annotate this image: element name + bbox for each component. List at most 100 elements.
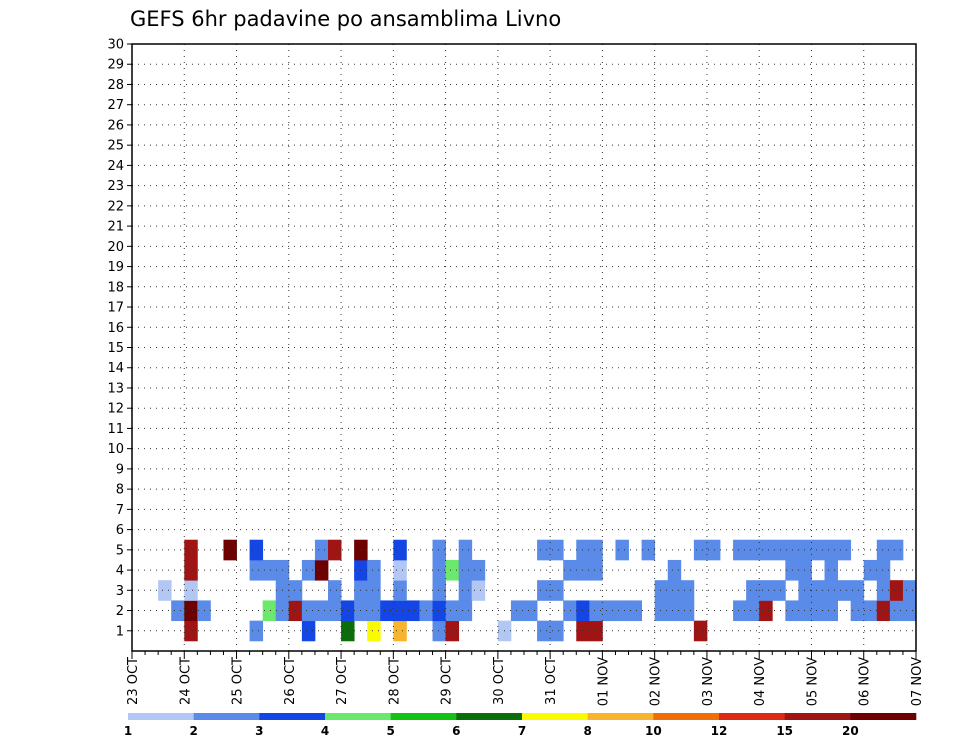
- x-tick-label: 03 NOV: [701, 657, 716, 706]
- y-tick-label: 26: [107, 118, 124, 133]
- precip-cell: [824, 539, 838, 561]
- precip-cell: [510, 600, 525, 622]
- precip-cell: [563, 600, 577, 622]
- precip-cell: [184, 559, 198, 581]
- precip-cell: [667, 600, 682, 622]
- precip-cell: [445, 620, 460, 642]
- precip-cell: [223, 539, 237, 561]
- precip-cell: [811, 539, 825, 561]
- y-tick-label: 16: [107, 321, 124, 336]
- precip-cell: [393, 580, 407, 601]
- x-tick-label: 31 OCT: [544, 657, 559, 705]
- precip-cell: [288, 600, 303, 622]
- y-tick-label: 17: [107, 301, 124, 316]
- precip-cell: [693, 620, 708, 642]
- colorbar-label: 15: [776, 724, 793, 738]
- precip-cell: [667, 580, 682, 601]
- colorbar-label: 7: [518, 724, 526, 738]
- precip-cell: [328, 539, 342, 561]
- colorbar-swatch: [850, 713, 917, 720]
- precip-cell: [367, 600, 381, 622]
- y-tick-label: 5: [116, 543, 124, 558]
- precip-cell: [824, 559, 838, 581]
- x-tick-label: 29 OCT: [440, 657, 455, 705]
- colorbar-swatch: [653, 713, 720, 720]
- precip-cell: [576, 539, 590, 561]
- y-tick-label: 28: [107, 78, 124, 93]
- precip-cell: [432, 580, 446, 601]
- precip-cell: [876, 559, 891, 581]
- precip-cell: [654, 580, 669, 601]
- precip-cell: [811, 580, 825, 601]
- precip-cell: [589, 600, 603, 622]
- precip-cell: [602, 600, 616, 622]
- precip-cell: [537, 539, 551, 561]
- chart-title: GEFS 6hr padavine po ansamblima Livno: [130, 7, 561, 31]
- precip-cell: [759, 539, 773, 561]
- precip-cell: [367, 559, 381, 581]
- precip-cell: [889, 600, 904, 622]
- precip-cell: [667, 559, 682, 581]
- precip-cell: [811, 600, 825, 622]
- precip-cell: [537, 620, 551, 642]
- colorbar-swatch: [719, 713, 785, 720]
- precip-cell: [876, 580, 891, 601]
- precip-cell: [680, 580, 695, 601]
- precip-cell: [432, 539, 446, 561]
- precip-cell: [406, 600, 420, 622]
- precip-cell: [746, 539, 760, 561]
- precip-cell: [471, 559, 486, 581]
- y-tick-label: 3: [116, 584, 124, 599]
- precip-cell: [772, 539, 786, 561]
- precip-cell: [798, 600, 812, 622]
- y-tick-label: 2: [116, 604, 124, 619]
- precip-cell: [158, 580, 172, 601]
- precip-cell: [184, 580, 198, 601]
- precip-cell: [393, 600, 407, 622]
- x-tick-label: 04 NOV: [753, 657, 768, 706]
- colorbar-swatch: [456, 713, 523, 720]
- precip-cell: [746, 580, 760, 601]
- precip-cell: [314, 600, 329, 622]
- y-tick-label: 6: [116, 523, 124, 538]
- y-tick-label: 23: [107, 179, 124, 194]
- y-tick-label: 29: [107, 58, 124, 73]
- precip-cell: [249, 620, 264, 642]
- precip-cell: [576, 620, 590, 642]
- precip-cell: [628, 600, 642, 622]
- ensemble-cells: [158, 539, 917, 642]
- x-tick-label: 25 OCT: [231, 657, 246, 705]
- precip-cell: [367, 620, 381, 642]
- precip-cell: [589, 539, 603, 561]
- precip-cell: [301, 559, 316, 581]
- precip-cell: [301, 600, 316, 622]
- precip-cell: [850, 580, 865, 601]
- precip-cell: [314, 559, 329, 581]
- precip-cell: [902, 580, 917, 601]
- precip-cell: [262, 559, 277, 581]
- precip-cell: [432, 559, 446, 581]
- y-tick-label: 22: [107, 199, 124, 214]
- precip-cell: [445, 600, 460, 622]
- colorbar-label: 3: [255, 724, 263, 738]
- precip-cell: [824, 600, 838, 622]
- precip-cell: [341, 620, 355, 642]
- precip-cell: [654, 600, 669, 622]
- x-tick-label: 28 OCT: [387, 657, 402, 705]
- precip-cell: [759, 600, 773, 622]
- precip-cell: [889, 539, 904, 561]
- y-tick-label: 30: [107, 38, 124, 53]
- precip-cell: [314, 539, 329, 561]
- precip-cell: [902, 600, 917, 622]
- colorbar-swatch: [390, 713, 457, 720]
- precip-cell: [341, 600, 355, 622]
- colorbar-swatch: [259, 713, 326, 720]
- x-tick-label: 01 NOV: [596, 657, 611, 706]
- precip-cell: [615, 600, 629, 622]
- precip-cell: [380, 600, 394, 622]
- x-tick-label: 06 NOV: [858, 657, 873, 706]
- colorbar-label: 5: [386, 724, 394, 738]
- precip-cell: [367, 580, 381, 601]
- precip-cell: [458, 600, 473, 622]
